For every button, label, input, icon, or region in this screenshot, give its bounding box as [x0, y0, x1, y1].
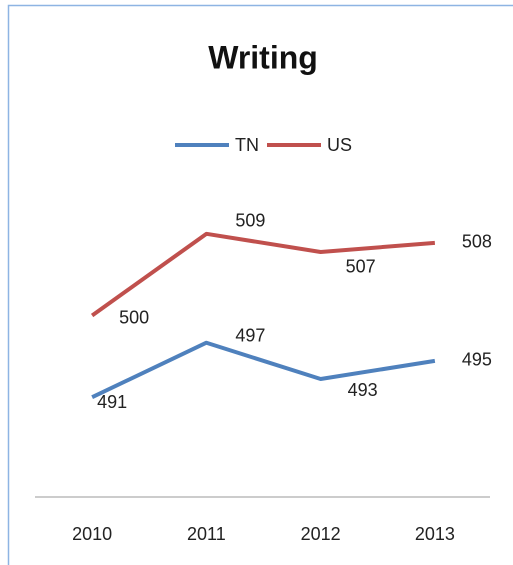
x-tick-label: 2012 — [301, 524, 341, 544]
x-tick-label: 2010 — [72, 524, 112, 544]
data-label: 493 — [348, 380, 378, 400]
data-label: 491 — [97, 392, 127, 412]
data-line — [90, 231, 436, 318]
data-label: 507 — [346, 257, 376, 277]
data-label: 509 — [235, 211, 265, 231]
x-tick-label: 2013 — [415, 524, 455, 544]
legend-label: US — [327, 135, 352, 155]
data-label: 508 — [462, 232, 492, 252]
chart-title: Writing — [208, 39, 318, 75]
data-line — [91, 340, 436, 399]
data-label: 497 — [235, 325, 265, 345]
legend-label: TN — [235, 135, 259, 155]
chart-border — [7, 4, 513, 565]
x-tick-label: 2011 — [187, 524, 226, 544]
data-label: 495 — [462, 350, 492, 370]
data-label: 500 — [119, 307, 149, 327]
